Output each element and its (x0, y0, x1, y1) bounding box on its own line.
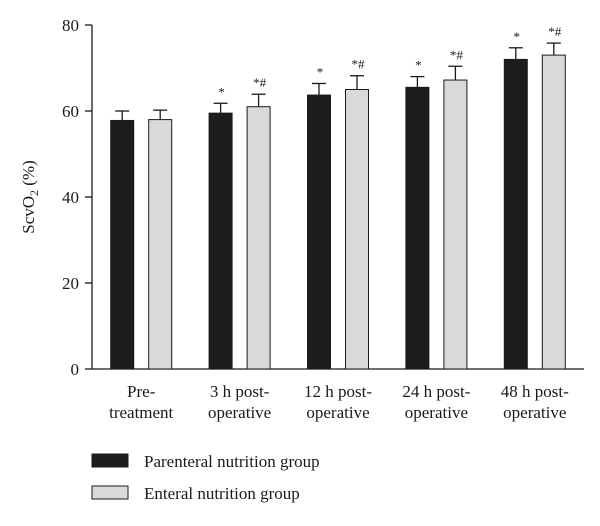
y-tick-label: 80 (62, 16, 79, 35)
bars: * * * * *# *# *# *# (110, 24, 566, 370)
x-category-label: treatment (109, 403, 173, 422)
x-category-label: operative (503, 403, 566, 422)
y-axis-title-unit: (%) (19, 160, 38, 190)
y-axis-title: ScvO2 (%) (19, 160, 41, 234)
bar-series-2 (345, 89, 369, 370)
significance-marker: * (514, 29, 521, 44)
legend-swatch (91, 485, 129, 500)
y-axis-title-subscript: 2 (27, 190, 41, 196)
bar-series-2 (148, 119, 173, 370)
legend-label: Enteral nutrition group (144, 484, 300, 503)
bar-series-1 (110, 119, 135, 370)
significance-marker: *# (253, 75, 267, 90)
bar-series-1 (405, 86, 430, 370)
legend: Parenteral nutrition group Enteral nutrit… (91, 452, 320, 503)
x-category-label: operative (306, 403, 369, 422)
y-tick-label: 60 (62, 102, 79, 121)
x-category-label: operative (208, 403, 271, 422)
y-tick-label: 40 (62, 188, 79, 207)
y-tick-label: 20 (62, 274, 79, 293)
x-category-label: Pre- (127, 382, 156, 401)
bar-series-1 (307, 94, 331, 370)
x-axis: Pre-treatment 3 h post-operative 12 h post… (92, 368, 584, 422)
bar-series-2 (246, 106, 271, 370)
x-category-label: 24 h post- (402, 382, 470, 401)
x-category-label: 48 h post- (501, 382, 569, 401)
significance-marker: *# (450, 47, 464, 62)
significance-marker: * (218, 84, 225, 99)
x-category-label: 12 h post- (304, 382, 372, 401)
legend-swatch (91, 453, 129, 468)
legend-item: Parenteral nutrition group (91, 452, 320, 471)
significance-marker: *# (548, 24, 562, 39)
bar-series-2 (443, 79, 468, 370)
significance-marker: *# (352, 57, 366, 72)
legend-item: Enteral nutrition group (91, 484, 300, 503)
y-axis: 0 20 40 60 80 (62, 16, 93, 379)
bar-series-2 (541, 54, 566, 370)
legend-label: Parenteral nutrition group (144, 452, 320, 471)
bar-series-1 (503, 58, 528, 370)
bar-series-1 (208, 112, 233, 370)
y-tick-label: 0 (71, 360, 80, 379)
x-category-label: operative (405, 403, 468, 422)
significance-marker: * (415, 58, 422, 73)
significance-marker: * (317, 64, 324, 79)
x-category-label: 3 h post- (210, 382, 270, 401)
